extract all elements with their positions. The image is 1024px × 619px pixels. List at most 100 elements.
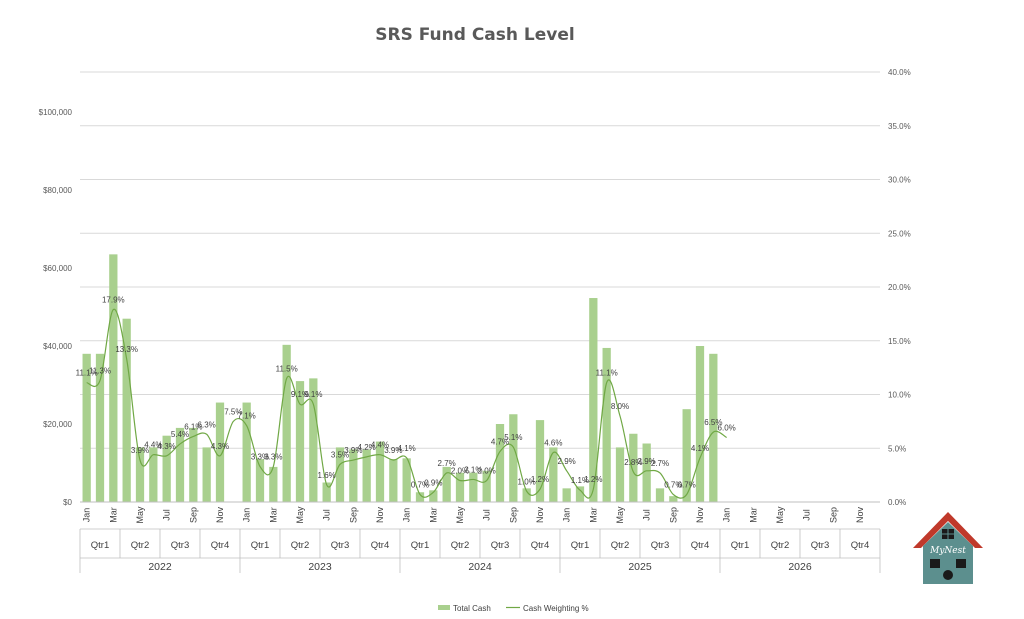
bar bbox=[482, 470, 491, 502]
bar bbox=[709, 353, 718, 502]
data-label: 4.4% bbox=[371, 441, 389, 450]
bar bbox=[495, 424, 505, 502]
data-label: 9.1% bbox=[304, 390, 322, 399]
data-label: 2.0% bbox=[451, 467, 469, 476]
bar bbox=[442, 466, 451, 502]
y-right-tick-label: 15.0% bbox=[888, 337, 911, 346]
data-label: 7.1% bbox=[238, 412, 256, 421]
data-label: 3.9% bbox=[384, 446, 402, 455]
chart-title: SRS Fund Cash Level bbox=[375, 25, 574, 45]
month-label: Sep bbox=[508, 507, 518, 523]
month-label: Jul bbox=[482, 509, 492, 521]
month-label: May bbox=[455, 506, 465, 524]
bar bbox=[615, 447, 625, 502]
y-axis-right: 0.0% 5.0% 10.0% 15.0% 20.0% 25.0% 30.0% 35.0% 40… bbox=[888, 68, 911, 507]
data-label: 1.2% bbox=[584, 475, 602, 484]
data-label: 0.9% bbox=[424, 478, 442, 487]
y-right-tick-label: 10.0% bbox=[888, 391, 911, 400]
quarter-label: Qtr2 bbox=[131, 540, 149, 551]
quarter-label: Qtr1 bbox=[91, 540, 109, 551]
month-label: Sep bbox=[188, 507, 198, 523]
month-label: Nov bbox=[695, 507, 705, 524]
quarter-label: Qtr2 bbox=[611, 540, 629, 551]
legend: Total Cash Cash Weighting % bbox=[438, 604, 589, 613]
data-label: 6.1% bbox=[184, 422, 202, 431]
data-label: 4.1% bbox=[691, 444, 709, 453]
month-label: May bbox=[135, 506, 145, 524]
data-label: 0.7% bbox=[411, 480, 429, 489]
quarter-label: Qtr3 bbox=[171, 540, 189, 551]
x-axis: Jan Mar May Jul Sep Nov Jan Mar May Jul Sep Nov Jan M… bbox=[79, 501, 881, 573]
logo-roof bbox=[913, 512, 983, 548]
bar bbox=[629, 433, 638, 502]
cash-weighting-line bbox=[86, 308, 727, 499]
bar bbox=[122, 318, 131, 502]
y-right-tick-label: 30.0% bbox=[888, 176, 911, 185]
data-label: 2.1% bbox=[464, 465, 482, 474]
month-label: Mar bbox=[428, 507, 438, 523]
bar bbox=[109, 254, 118, 502]
data-label: 0.7% bbox=[678, 480, 696, 489]
month-label: Sep bbox=[828, 507, 838, 523]
data-label: 5.4% bbox=[171, 430, 189, 439]
quarter-label: Qtr1 bbox=[251, 540, 269, 551]
bar bbox=[522, 488, 531, 502]
month-label: Jan bbox=[562, 508, 572, 523]
bar bbox=[535, 420, 545, 502]
data-label: 4.3% bbox=[211, 442, 229, 451]
year-label: 2025 bbox=[628, 561, 652, 573]
bar bbox=[415, 492, 425, 502]
bar bbox=[175, 427, 185, 502]
quarter-label: Qtr3 bbox=[811, 540, 829, 551]
bar bbox=[669, 496, 678, 502]
month-label: Jan bbox=[82, 508, 92, 523]
data-label: 4.3% bbox=[158, 442, 176, 451]
bar bbox=[82, 353, 91, 502]
quarter-label: Qtr4 bbox=[211, 540, 229, 551]
data-label: 4.2% bbox=[358, 443, 376, 452]
quarter-label: Qtr4 bbox=[531, 540, 549, 551]
bar bbox=[589, 298, 598, 502]
data-label: 2.9% bbox=[558, 457, 576, 466]
y-axis-left: $0 $20,000 $40,000 $60,000 $80,000 $100,000 bbox=[39, 108, 73, 507]
y-right-tick-label: 35.0% bbox=[888, 122, 911, 131]
month-label: Mar bbox=[108, 507, 118, 523]
bar bbox=[575, 486, 585, 502]
quarter-label: Qtr2 bbox=[451, 540, 469, 551]
month-label: May bbox=[295, 506, 305, 524]
bar bbox=[429, 490, 438, 502]
data-label: 6.3% bbox=[198, 420, 216, 429]
year-label: 2023 bbox=[308, 561, 332, 573]
y-right-tick-label: 40.0% bbox=[888, 68, 911, 77]
data-label: 11.3% bbox=[89, 367, 111, 376]
bar bbox=[322, 482, 331, 502]
bar-series-total-cash bbox=[82, 254, 718, 502]
month-label: Nov bbox=[535, 507, 545, 524]
y-left-tick-label: $20,000 bbox=[43, 420, 72, 429]
month-label: Mar bbox=[588, 507, 598, 523]
y-right-tick-label: 20.0% bbox=[888, 283, 911, 292]
month-label: May bbox=[615, 506, 625, 524]
bar bbox=[189, 427, 198, 502]
data-label: 1.1% bbox=[571, 476, 589, 485]
bar bbox=[362, 449, 371, 502]
y-right-tick-label: 25.0% bbox=[888, 229, 911, 238]
data-label: 2.9% bbox=[638, 457, 656, 466]
mynest-logo: MyNest bbox=[913, 512, 983, 584]
bar bbox=[655, 488, 665, 502]
quarter-label: Qtr2 bbox=[291, 540, 309, 551]
logo-door bbox=[943, 570, 953, 580]
month-label: May bbox=[775, 506, 785, 524]
bar bbox=[562, 488, 571, 502]
bar bbox=[349, 449, 358, 502]
data-label: 4.7% bbox=[491, 437, 509, 446]
bar bbox=[282, 344, 291, 502]
data-label: 1.6% bbox=[318, 471, 336, 480]
bar bbox=[642, 443, 651, 502]
data-label: 9.1% bbox=[291, 390, 309, 399]
bar bbox=[469, 472, 478, 502]
bar bbox=[375, 441, 385, 502]
bar bbox=[149, 447, 158, 502]
year-label: 2026 bbox=[788, 561, 812, 573]
legend-label-total-cash: Total Cash bbox=[453, 604, 491, 613]
